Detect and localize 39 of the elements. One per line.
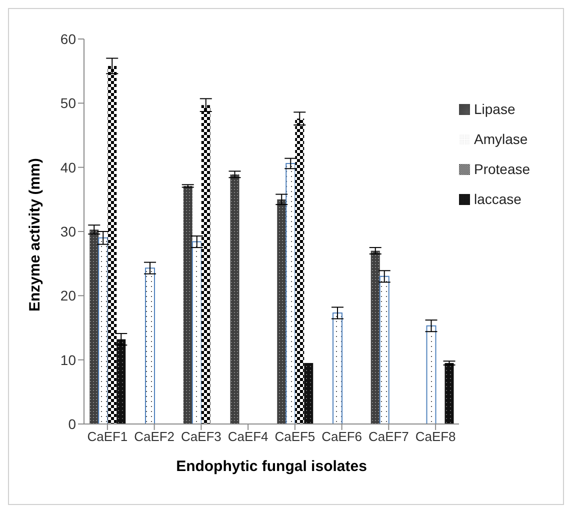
y-tick-label: 40 bbox=[60, 159, 76, 176]
bar bbox=[370, 250, 380, 424]
x-tick-label: CaEF7 bbox=[368, 429, 409, 444]
bar bbox=[145, 268, 155, 424]
y-tick-label: 60 bbox=[60, 30, 76, 47]
y-tick-label: 30 bbox=[60, 223, 76, 240]
bar bbox=[444, 363, 454, 424]
legend-label: laccase bbox=[474, 191, 522, 207]
x-tick-label: CaEF4 bbox=[228, 429, 268, 444]
bar bbox=[201, 105, 210, 424]
y-tick-label: 50 bbox=[60, 95, 76, 112]
bar bbox=[286, 162, 296, 424]
x-tick-label: CaEF5 bbox=[274, 429, 316, 444]
bar bbox=[108, 66, 117, 424]
legend-label: Amylase bbox=[474, 131, 528, 147]
bar bbox=[90, 230, 99, 424]
x-tick-label: CaEF8 bbox=[415, 429, 456, 444]
bar bbox=[304, 363, 314, 424]
bar bbox=[295, 118, 304, 424]
y-axis-title: Enzyme activity (mm) bbox=[26, 158, 44, 312]
legend-label: Lipase bbox=[474, 101, 516, 117]
bar bbox=[230, 174, 240, 424]
x-tick-label: CaEF6 bbox=[322, 429, 362, 444]
bar bbox=[116, 339, 126, 424]
legend-label: Protease bbox=[474, 161, 530, 177]
x-tick-label: CaEF1 bbox=[87, 429, 128, 444]
y-tick-label: 10 bbox=[60, 352, 76, 368]
x-axis-title: Endophytic fungal isolates bbox=[176, 458, 367, 475]
x-tick-label: CaEF2 bbox=[134, 429, 175, 444]
bar bbox=[277, 199, 286, 424]
bar bbox=[98, 237, 108, 424]
bar bbox=[192, 241, 202, 424]
bar bbox=[426, 325, 436, 424]
y-tick-label: 20 bbox=[60, 288, 76, 304]
bar bbox=[332, 312, 342, 424]
y-tick-label: 0 bbox=[68, 416, 76, 432]
x-tick-label: CaEF3 bbox=[180, 429, 222, 444]
bar bbox=[379, 276, 390, 424]
bar bbox=[183, 186, 192, 424]
